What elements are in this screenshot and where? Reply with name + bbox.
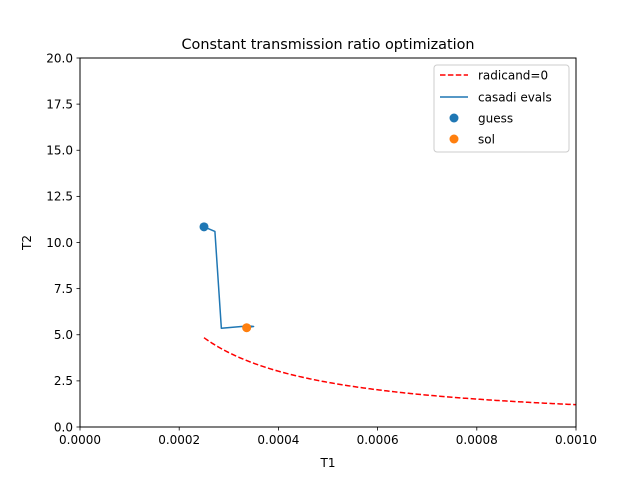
legend-marker-guess [449,113,459,123]
x-tick-label: 0.0002 [158,433,200,447]
guess-point [199,222,209,232]
legend-label-guess: guess [478,112,513,126]
y-axis-ticks: 0.0 2.5 5.0 7.5 10.0 12.5 15.0 17.5 20.0 [46,51,80,434]
x-tick-label: 0.0004 [257,433,299,447]
y-tick-label: 2.5 [54,374,73,388]
x-tick-label: 0.0008 [456,433,498,447]
casadi-evals-line [203,226,255,330]
y-tick-label: 0.0 [54,420,73,434]
legend: radicand=0 casadi evals guess sol [433,64,570,153]
legend-marker-sol [449,134,459,144]
x-tick-label: 0.0010 [555,433,597,447]
y-tick-label: 10.0 [46,236,73,250]
x-axis-label: T1 [320,456,336,470]
legend-box [433,64,570,153]
y-tick-label: 7.5 [54,282,73,296]
y-axis-label: T2 [20,235,34,251]
x-tick-label: 0.0000 [59,433,101,447]
y-tick-label: 15.0 [46,144,73,158]
data-layer [199,222,576,406]
radicand-zero-curve [203,337,576,406]
sol-point [242,323,252,333]
legend-label-radicand: radicand=0 [478,69,548,83]
y-tick-label: 20.0 [46,51,73,65]
y-tick-label: 12.5 [46,190,73,204]
chart-title: Constant transmission ratio optimization [181,37,474,53]
y-tick-label: 5.0 [54,328,73,342]
legend-label-sol: sol [478,133,495,147]
legend-label-casadi: casadi evals [478,91,552,105]
x-axis-ticks: 0.0000 0.0002 0.0004 0.0006 0.0008 0.0010 [59,427,597,447]
y-tick-label: 17.5 [46,97,73,111]
x-tick-label: 0.0006 [357,433,399,447]
